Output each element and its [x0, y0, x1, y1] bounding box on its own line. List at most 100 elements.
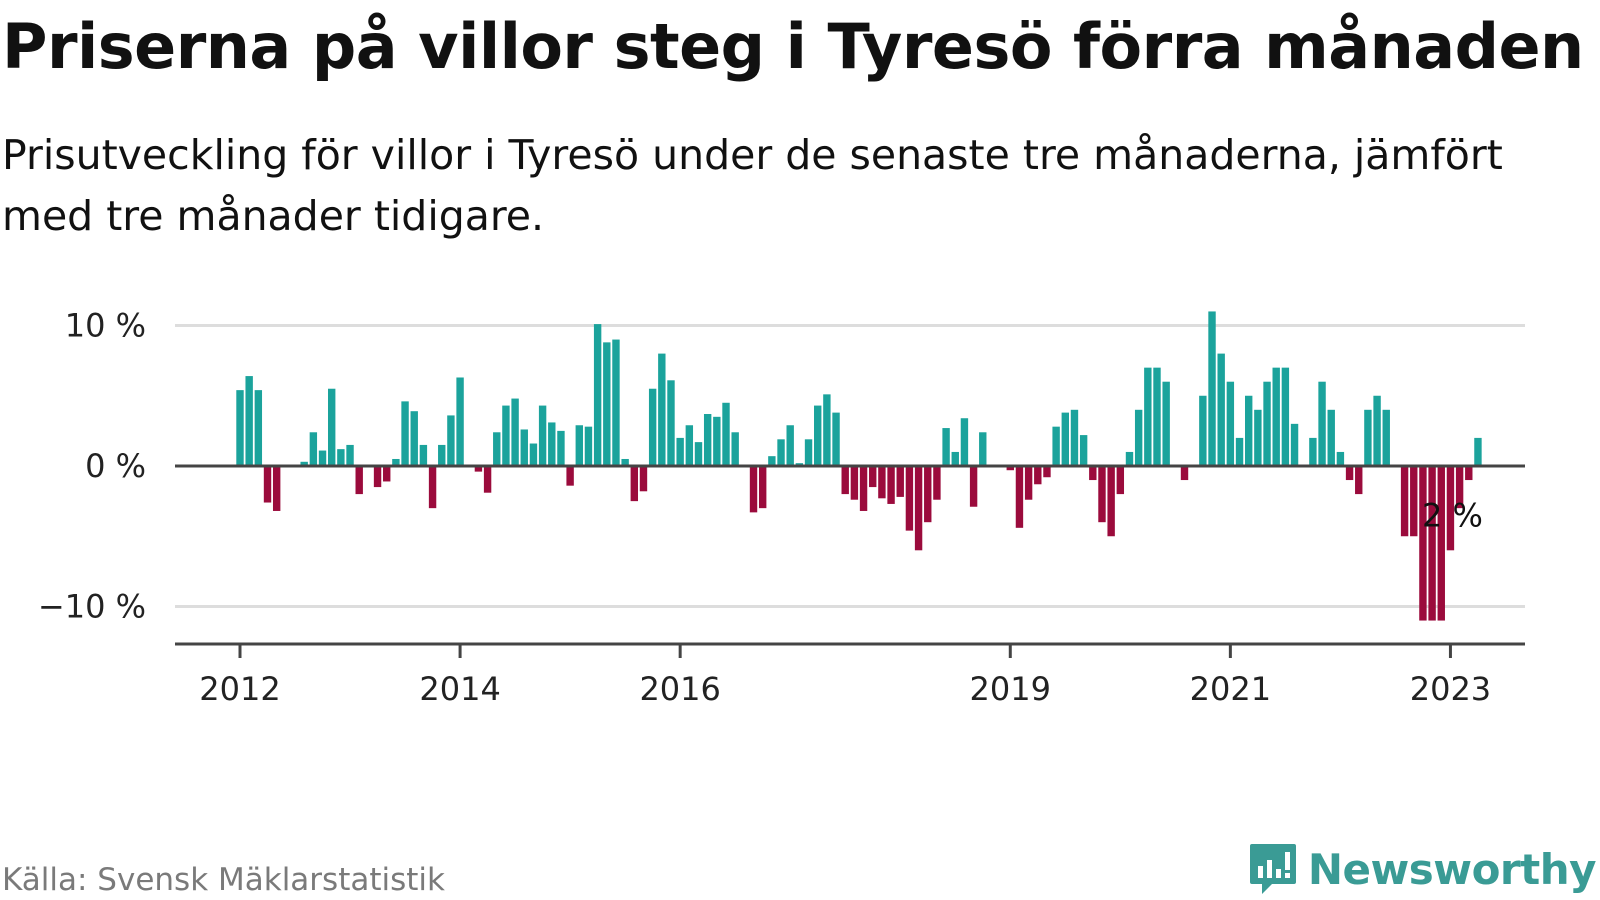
- bar: [1098, 466, 1106, 523]
- bar: [905, 466, 914, 531]
- bar: [483, 466, 492, 493]
- bar: [612, 339, 620, 466]
- bar: [529, 443, 538, 466]
- bar: [300, 461, 308, 466]
- bar-chart: 10 % 0 % −10 % 2012 2014 2016 2019 2021 2023 2 %: [38, 307, 1525, 709]
- bar: [272, 466, 281, 511]
- bar: [1107, 466, 1115, 537]
- bar: [1052, 426, 1060, 466]
- bar: [676, 437, 684, 466]
- brand-name: Newsworthy: [1307, 844, 1597, 894]
- bar: [511, 398, 519, 466]
- bar: [373, 466, 382, 488]
- bar: [639, 466, 648, 492]
- bar: [1290, 423, 1299, 466]
- bar: [685, 425, 694, 466]
- bar: [823, 394, 831, 467]
- bar: [575, 425, 583, 466]
- x-tick-label: 2012: [199, 670, 280, 708]
- bar: [859, 466, 868, 511]
- bar: [1226, 381, 1235, 466]
- bar: [1024, 466, 1033, 500]
- bar: [749, 466, 758, 513]
- bar: [1364, 409, 1372, 466]
- bar: [1180, 466, 1189, 481]
- bar: [1327, 409, 1335, 466]
- bar: [309, 432, 318, 466]
- bar: [1089, 466, 1097, 481]
- bar: [493, 432, 501, 466]
- bar: [1208, 311, 1216, 466]
- bar: [914, 466, 923, 551]
- bar: [713, 416, 721, 466]
- chart-subtitle: Prisutveckling för villor i Tyresö under…: [2, 131, 1503, 240]
- bar: [401, 401, 409, 466]
- bar: [1410, 466, 1418, 537]
- bar: [1263, 381, 1271, 466]
- bar: [1162, 381, 1170, 466]
- bar: [392, 458, 400, 467]
- bar: [979, 432, 987, 466]
- bar: [1400, 466, 1409, 537]
- x-tick-label: 2019: [970, 670, 1051, 708]
- bar: [694, 442, 703, 467]
- x-tick-label: 2014: [419, 670, 500, 708]
- bar: [887, 466, 895, 504]
- bar: [1061, 412, 1069, 466]
- source-note: Källa: Svensk Mäklarstatistik: [2, 862, 445, 898]
- bar: [1034, 466, 1042, 485]
- bar: [1134, 409, 1143, 466]
- bar: [850, 466, 859, 500]
- bar: [419, 444, 428, 467]
- bar: [621, 458, 629, 467]
- bar: [474, 466, 483, 472]
- bar: [603, 342, 611, 466]
- bar: [1235, 437, 1244, 466]
- bar: [758, 466, 767, 509]
- bar: [337, 449, 345, 466]
- grid-lines: [175, 324, 1525, 608]
- bar: [410, 411, 418, 466]
- bar: [1446, 466, 1455, 551]
- tick-labels: 10 % 0 % −10 % 2012 2014 2016 2019 2021 2023 2 %: [38, 307, 1491, 709]
- bar: [814, 405, 822, 466]
- bar: [1254, 409, 1262, 466]
- bar: [841, 466, 849, 495]
- bar: [896, 466, 904, 497]
- y-tick-label: 10 %: [65, 307, 146, 345]
- bar: [557, 430, 565, 467]
- bar: [1272, 367, 1280, 466]
- bar: [630, 466, 639, 502]
- x-tick-label: 2023: [1410, 670, 1491, 708]
- bar: [1116, 466, 1125, 495]
- bar: [328, 388, 336, 467]
- y-tick-label: 0 %: [85, 447, 146, 485]
- bar: [1382, 409, 1390, 466]
- bar: [951, 451, 959, 466]
- x-tick-label: 2016: [639, 670, 720, 708]
- bar: [1355, 466, 1363, 495]
- bar: [1006, 466, 1014, 471]
- bar: [658, 353, 666, 466]
- bar: [1070, 409, 1079, 466]
- bar: [1437, 466, 1445, 621]
- bar: [502, 405, 510, 466]
- axes: [175, 464, 1525, 658]
- bar: [1144, 367, 1152, 466]
- chart-title: Priserna på villor steg i Tyresö förra m…: [2, 10, 1584, 83]
- bar: [1465, 466, 1473, 481]
- bar: [438, 444, 446, 467]
- bar: [1455, 466, 1464, 509]
- bar: [456, 377, 464, 467]
- bar: [1217, 353, 1225, 466]
- bar: [768, 456, 776, 466]
- bar: [1336, 451, 1345, 466]
- bar: [869, 466, 877, 488]
- bar: [1428, 466, 1436, 621]
- bar: [648, 388, 657, 467]
- x-tick-label: 2021: [1190, 670, 1271, 708]
- bar: [263, 466, 272, 503]
- bar: [942, 428, 950, 466]
- bar: [667, 380, 675, 466]
- bar: [1043, 466, 1051, 478]
